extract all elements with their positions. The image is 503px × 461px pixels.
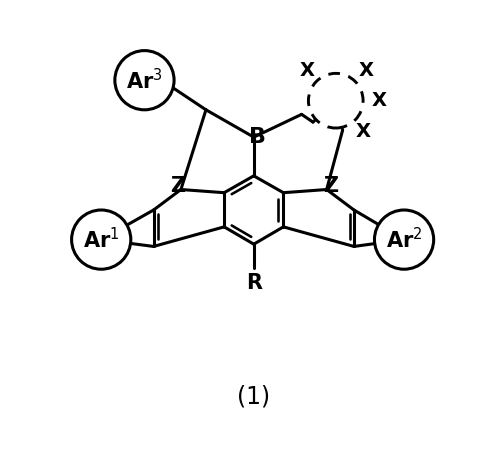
Text: R: R	[246, 273, 262, 293]
Text: Ar$^3$: Ar$^3$	[126, 68, 163, 93]
Text: (1): (1)	[237, 385, 270, 409]
Text: Ar$^2$: Ar$^2$	[386, 227, 423, 252]
Text: X: X	[359, 61, 374, 80]
Text: X: X	[356, 122, 371, 141]
Text: Z: Z	[323, 176, 338, 196]
Circle shape	[374, 210, 434, 269]
Text: X: X	[372, 91, 386, 110]
Text: Ar$^1$: Ar$^1$	[83, 227, 120, 252]
Circle shape	[71, 210, 131, 269]
Text: B: B	[249, 127, 266, 147]
Text: X: X	[300, 61, 314, 80]
Circle shape	[115, 51, 174, 110]
Text: Z: Z	[170, 176, 185, 196]
Circle shape	[308, 73, 363, 128]
